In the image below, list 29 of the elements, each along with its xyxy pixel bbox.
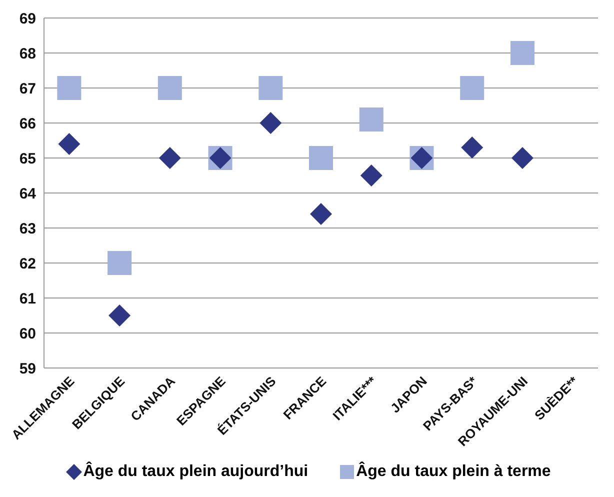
y-tick-label: 69 [19, 10, 36, 28]
y-tick-label: 61 [19, 290, 36, 308]
point [309, 146, 333, 170]
point [510, 41, 534, 65]
point [360, 164, 382, 186]
point [158, 76, 182, 100]
point [158, 147, 181, 169]
point [258, 76, 283, 100]
y-tick-label: 59 [19, 360, 36, 378]
point [57, 76, 82, 100]
point [461, 136, 484, 158]
y-tick-label: 68 [19, 45, 36, 62]
point [310, 203, 332, 225]
y-tick-label: 67 [19, 80, 36, 98]
point [260, 112, 282, 134]
point [460, 76, 484, 100]
point [359, 108, 384, 132]
y-tick-label: 66 [19, 115, 36, 132]
y-tick-label: 63 [19, 220, 36, 238]
point [108, 251, 132, 275]
legend-label: Âge du taux plein aujourd’hui [82, 463, 308, 482]
y-tick-label: 65 [19, 150, 36, 168]
legend-label: Âge du taux plein à terme [355, 463, 551, 482]
point [108, 304, 131, 326]
point [511, 147, 534, 169]
y-tick-label: 64 [19, 185, 37, 202]
y-tick-label: 62 [19, 255, 36, 272]
y-tick-label: 60 [19, 325, 36, 342]
point [58, 133, 80, 155]
